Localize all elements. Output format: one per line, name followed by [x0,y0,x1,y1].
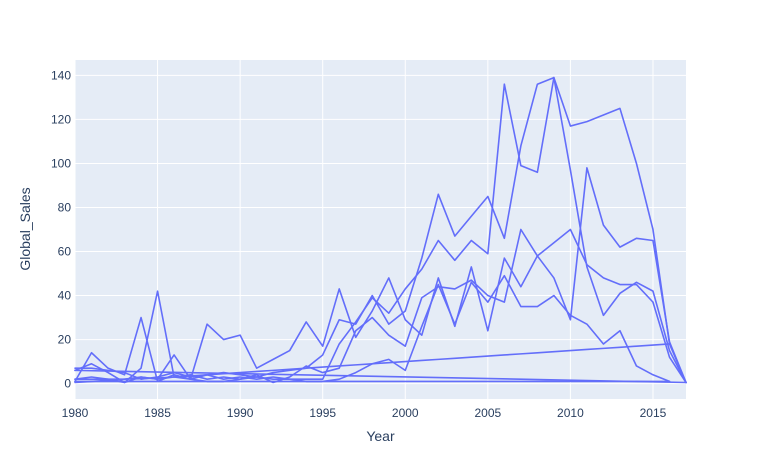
series-line-3 [74,76,687,384]
x-tick-label: 1995 [309,406,336,420]
y-gridlines [75,74,686,385]
y-tick-label: 40 [58,289,72,303]
traces [74,76,687,384]
series-line-7 [74,369,687,384]
y-tick-label: 140 [51,68,71,82]
y-tick-label: 80 [58,200,72,214]
x-tick-label: 1985 [144,406,171,420]
series-line-2 [74,76,687,384]
y-axis-title: Global_Sales [17,187,33,270]
x-tick-label: 2000 [392,406,419,420]
x-tick-label: 2010 [557,406,584,420]
y-tick-label: 0 [64,377,71,391]
x-tick-label: 2015 [640,406,667,420]
series-line-5 [74,167,687,384]
y-tick-label: 100 [51,156,71,170]
y-tick-label: 20 [58,333,72,347]
x-tick-label: 1990 [227,406,254,420]
x-tick-labels: 1980 1985 1990 1995 2000 2005 2010 2015 [62,406,667,420]
x-axis-title: Year [366,428,395,444]
plot-area [75,60,686,399]
y-tick-labels: 0 20 40 60 80 100 120 140 [51,68,71,390]
y-tick-label: 60 [58,245,72,259]
x-tick-label: 2005 [474,406,501,420]
y-tick-label: 120 [51,112,71,126]
series-line-6 [74,274,671,383]
x-gridlines [74,60,654,399]
x-tick-label: 1980 [62,406,89,420]
